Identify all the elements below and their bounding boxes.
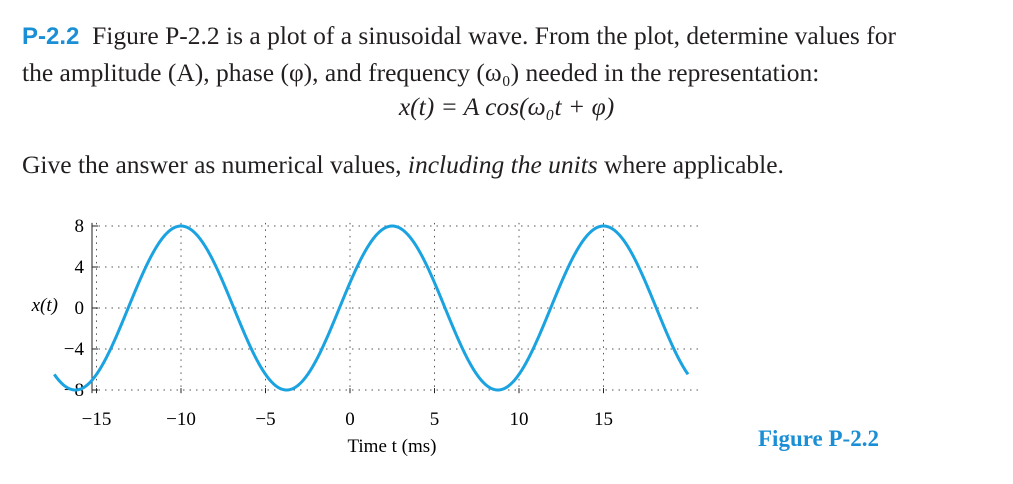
y-tick-label: 4 bbox=[75, 257, 85, 278]
sinusoid-series-line bbox=[53, 224, 690, 392]
problem-statement: P-2.2 Figure P-2.2 is a plot of a sinuso… bbox=[22, 18, 1002, 91]
y-tick-label: −4 bbox=[64, 339, 85, 360]
problem-line-1: Figure P-2.2 is a plot of a sinusoidal w… bbox=[92, 21, 896, 50]
y-axis-label: x(t) bbox=[31, 295, 58, 316]
figure-caption: Figure P-2.2 bbox=[758, 426, 879, 451]
x-tick-label: 5 bbox=[430, 409, 440, 430]
x-axis-label: Time t (ms) bbox=[347, 436, 436, 457]
x-tick-label: 15 bbox=[594, 409, 613, 430]
representation-equation: x(t) = A cos(ω₀t + φ) bbox=[398, 92, 615, 121]
y-tick-label: 0 bbox=[75, 298, 85, 319]
x-tick-label: 0 bbox=[345, 409, 355, 430]
x-tick-label: −10 bbox=[166, 409, 196, 430]
x-tick-label: −5 bbox=[255, 409, 275, 430]
problem-line-2: the amplitude (A), phase (φ), and freque… bbox=[22, 58, 820, 87]
grid-lines bbox=[92, 222, 698, 394]
x-tick-label: −15 bbox=[82, 409, 112, 430]
problem-number: P-2.2 bbox=[22, 23, 80, 50]
axis-ticks bbox=[91, 222, 604, 394]
answer-instruction: Give the answer as numerical values, inc… bbox=[22, 150, 784, 179]
x-tick-label: 10 bbox=[510, 409, 529, 430]
y-tick-label: 8 bbox=[75, 216, 85, 237]
